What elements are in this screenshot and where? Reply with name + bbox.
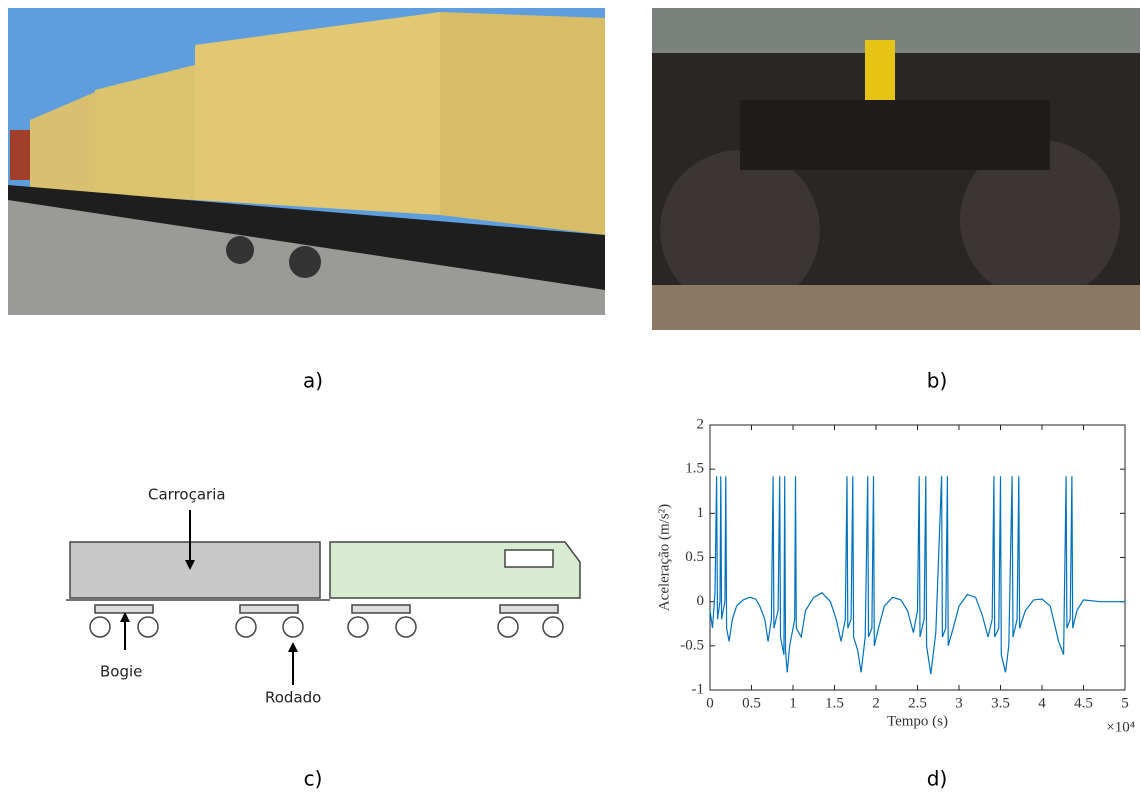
x-tick-label: 3.5 bbox=[991, 695, 1010, 711]
diagram-label: Rodado bbox=[265, 689, 321, 707]
y-axis-label: Aceleração (m/s²) bbox=[656, 504, 672, 611]
x-tick-label: 1 bbox=[789, 695, 797, 711]
y-tick-label: 2 bbox=[697, 416, 705, 432]
photo-bogie bbox=[652, 8, 1140, 330]
x-tick-label: 0.5 bbox=[742, 695, 761, 711]
x-tick-label: 5 bbox=[1121, 695, 1129, 711]
panel-label: d) bbox=[927, 767, 948, 791]
x-tick-label: 0 bbox=[706, 695, 714, 711]
y-tick-label: -0.5 bbox=[680, 637, 704, 653]
x-tick-label: 2 bbox=[872, 695, 880, 711]
diagram-label: Bogie bbox=[100, 663, 142, 681]
x-tick-label: 3 bbox=[955, 695, 963, 711]
panel-label: c) bbox=[304, 767, 323, 791]
x-tick-label: 2.5 bbox=[908, 695, 927, 711]
x-tick-label: 4.5 bbox=[1074, 695, 1093, 711]
x-tick-label: 4 bbox=[1038, 695, 1046, 711]
diagram-label: Carroçaria bbox=[148, 486, 226, 504]
diagram bbox=[66, 510, 580, 685]
x-axis-label: Tempo (s) bbox=[887, 713, 948, 729]
x-tick-label: 1.5 bbox=[825, 695, 844, 711]
panel-label: b) bbox=[927, 369, 948, 393]
y-tick-label: -1 bbox=[692, 681, 705, 697]
figure: Carroçaria Bogie Rodado a) b) c) d) -1 -0… bbox=[0, 0, 1141, 796]
y-tick-label: 0 bbox=[697, 593, 705, 609]
chart: -1 -0.5 0 0.5 1 1.5 2 0 0.5 1 1.5 2 2.5 3 3.5 4 4.5 5 Temp… bbox=[656, 416, 1135, 735]
panel-label: a) bbox=[303, 369, 323, 393]
y-tick-label: 1 bbox=[697, 505, 705, 521]
y-tick-label: 1.5 bbox=[685, 461, 704, 477]
photo-train bbox=[8, 8, 605, 315]
x-multiplier: ×10⁴ bbox=[1106, 719, 1135, 735]
y-tick-label: 0.5 bbox=[685, 549, 704, 565]
